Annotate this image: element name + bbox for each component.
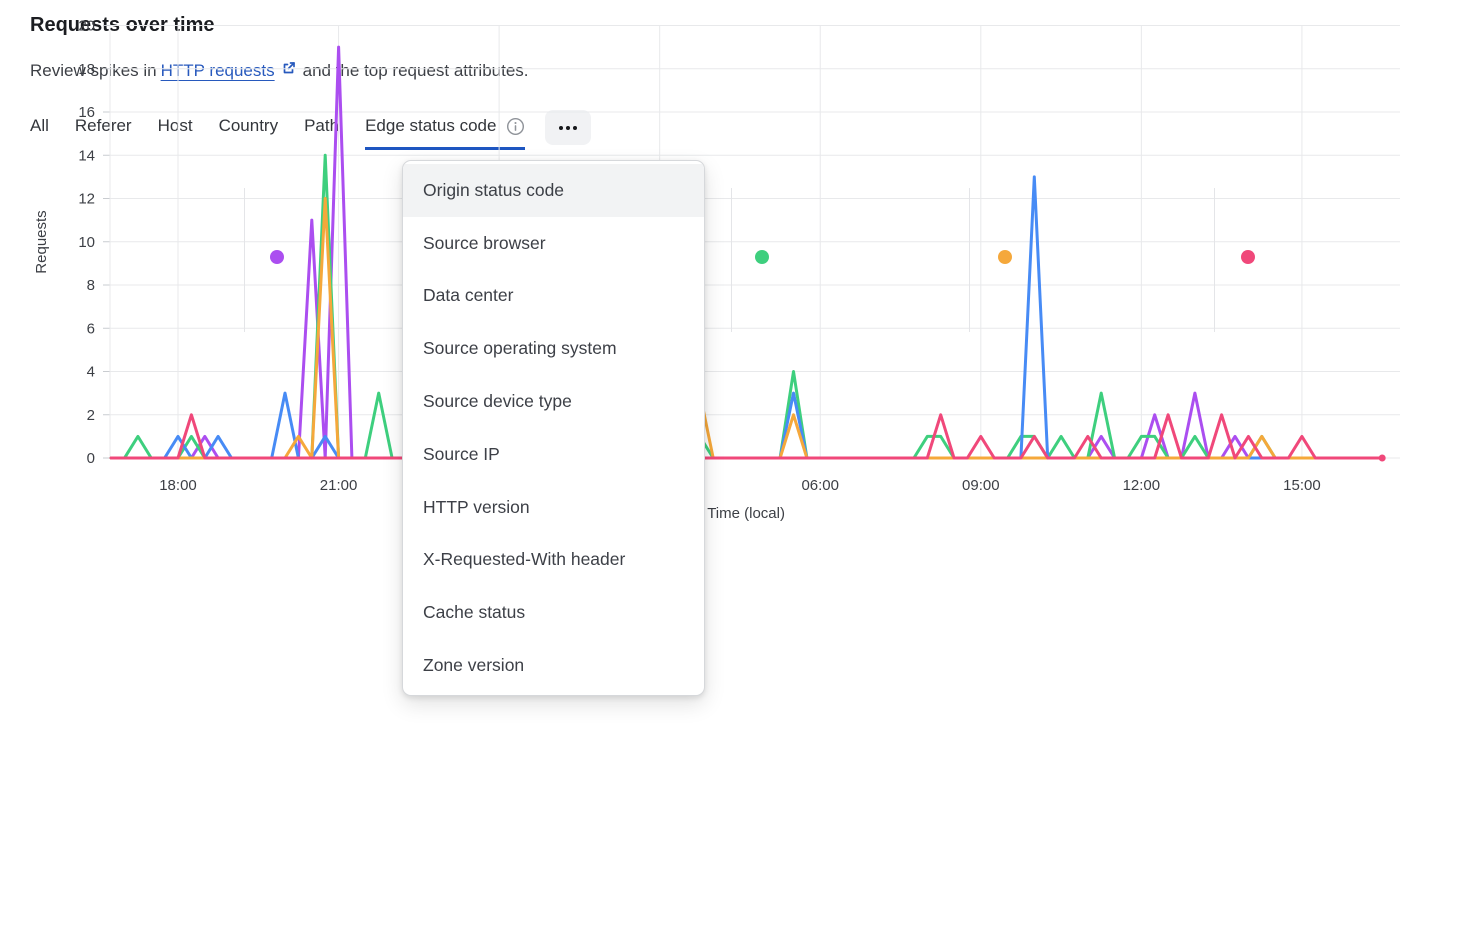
tab-label: Referer [74,116,132,135]
tab-host[interactable]: Host [158,116,193,150]
y-tick-label: 2 [87,407,95,424]
x-tick-label: 15:00 [1283,477,1321,494]
tab-country[interactable]: Country [219,116,279,150]
menu-item-x-requested-with-header[interactable]: X-Requested-With header [403,534,704,587]
menu-item-origin-status-code[interactable]: Origin status code [403,164,704,217]
y-tick-label: 20 [78,18,95,35]
tab-label: Path [304,116,340,135]
dimension-tabs: All Referer Host Country Path Edge status cod… [30,110,592,150]
y-tick-label: 18 [78,61,95,78]
menu-item-label: Data center [423,285,514,306]
y-tick-label: 0 [87,450,95,467]
y-axis-title: Requests [33,210,50,273]
external-link-icon [281,60,297,81]
tab-referer[interactable]: Referer [75,116,132,150]
menu-item-source-device-type[interactable]: Source device type [403,375,704,428]
http-requests-link[interactable]: HTTP requests [160,60,275,80]
stat-403-forbidden [270,200,485,271]
y-tick-label: 14 [78,147,95,164]
series-color-dot [755,250,769,264]
tab-path[interactable]: Path [304,116,339,150]
tab-label: Edge status code [365,116,497,135]
stats-row [0,188,1458,333]
tab-label: All [30,116,49,135]
x-tick-label: 21:00 [320,477,358,494]
x-tick-label: 09:00 [962,477,1000,494]
subtitle-prefix: Review spikes in [30,60,157,80]
dimension-dropdown-menu: Origin status code Source browser Data cen… [402,160,705,696]
stat-404-not-found [998,200,1213,271]
menu-item-cache-status[interactable]: Cache status [403,586,704,639]
stats-divider [731,188,732,332]
subtitle-suffix: and the top request attributes. [302,60,529,80]
series-color-dot [270,250,284,264]
y-tick-label: 4 [87,364,95,381]
tab-label: Country [218,116,279,135]
menu-item-source-operating-system[interactable]: Source operating system [403,322,704,375]
menu-item-zone-version[interactable]: Zone version [403,639,704,692]
menu-item-label: Source device type [423,391,572,412]
menu-item-data-center[interactable]: Data center [403,270,704,323]
menu-item-label: HTTP version [423,496,530,517]
tab-all[interactable]: All [30,116,49,150]
stats-divider [969,188,970,332]
info-icon[interactable] [506,117,525,136]
menu-item-label: X-Requested-With header [423,549,626,570]
x-tick-label: 06:00 [801,477,839,494]
y-tick-label: 6 [87,320,95,337]
stats-divider [1214,188,1215,332]
stat-499-client [1241,200,1426,271]
tab-edge-status-code[interactable]: Edge status code [365,116,526,150]
y-tick-label: 12 [78,191,95,208]
menu-item-label: Source operating system [423,338,617,359]
menu-item-source-browser[interactable]: Source browser [403,217,704,270]
menu-item-label: Cache status [423,602,526,623]
series-color-dot [998,250,1012,264]
x-tick-label: 18:00 [159,477,197,494]
y-tick-label: 16 [78,104,95,121]
menu-item-label: Zone version [423,655,525,676]
stats-divider [244,188,245,332]
stat-301-moved [755,200,905,271]
menu-item-label: Source browser [423,232,546,253]
y-tick-label: 10 [78,234,95,251]
y-tick-label: 8 [87,277,95,294]
subtitle: Review spikes in HTTP requests and the t… [30,60,529,81]
series-line-499-client-closed-request [109,413,1384,460]
menu-item-label: Source IP [423,443,500,464]
x-axis-title: Time (local) [707,505,785,522]
menu-item-label: Origin status code [423,179,565,200]
more-dimensions-button[interactable] [545,110,592,145]
series-color-dot [1241,250,1255,264]
series-end-dot [1378,454,1386,462]
stat-total [30,200,230,271]
tab-label: Host [157,116,193,135]
menu-item-source-ip[interactable]: Source IP [403,428,704,481]
x-tick-label: 12:00 [1123,477,1161,494]
menu-item-http-version[interactable]: HTTP version [403,481,704,534]
